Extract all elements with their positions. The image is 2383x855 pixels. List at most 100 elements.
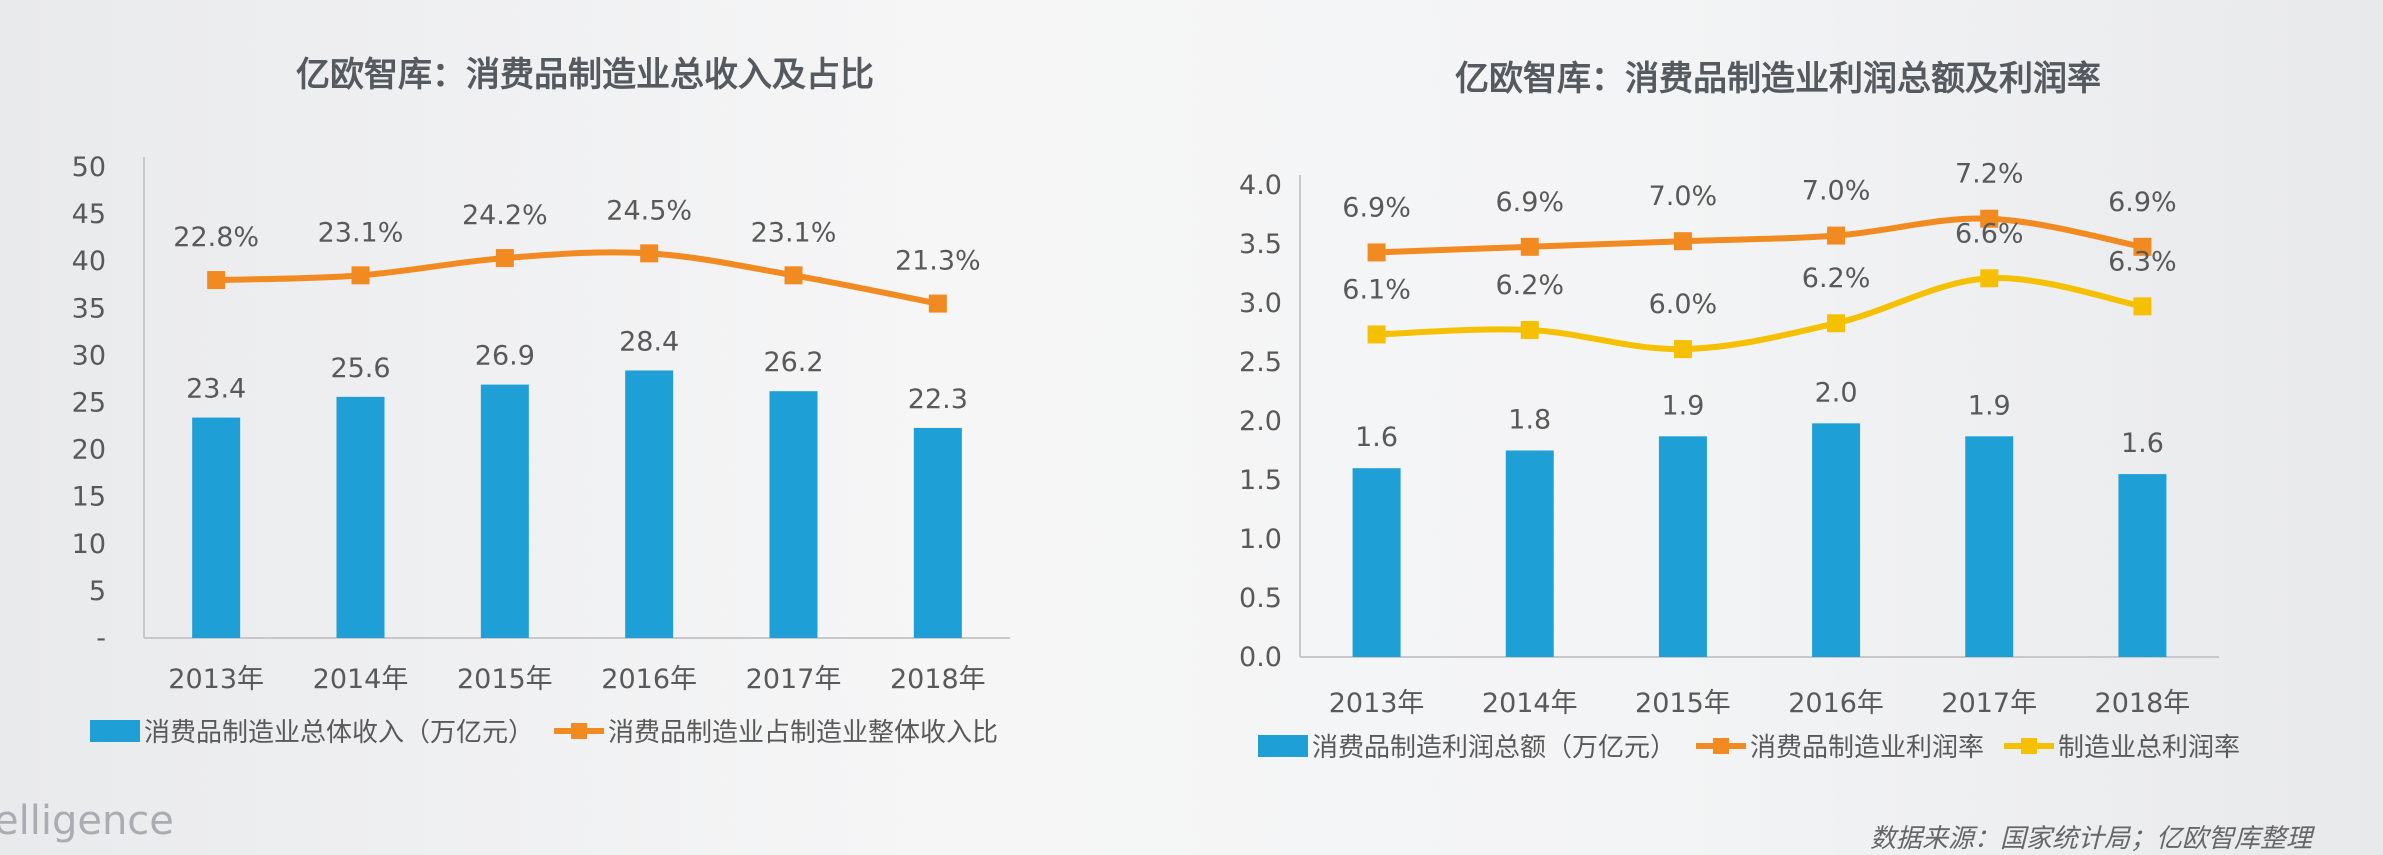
bar-data-label: 2.0 bbox=[1815, 377, 1858, 408]
bar-data-label: 1.9 bbox=[1661, 390, 1704, 421]
line-marker bbox=[351, 266, 370, 285]
y-tick-label: 30 bbox=[72, 340, 106, 371]
line-marker bbox=[495, 249, 514, 268]
y-tick-label: 5 bbox=[89, 576, 106, 607]
x-tick-label: 2018年 bbox=[2095, 688, 2191, 719]
x-tick-label: 2013年 bbox=[168, 664, 264, 695]
line-data-label: 6.9% bbox=[1495, 187, 1564, 218]
line-marker bbox=[1520, 320, 1539, 339]
line-marker bbox=[1673, 340, 1692, 359]
bar bbox=[1965, 436, 2014, 657]
y-tick-label: 1.5 bbox=[1239, 465, 1282, 496]
y-tick-label: 20 bbox=[72, 435, 106, 466]
y-tick-label: 0.5 bbox=[1239, 583, 1282, 614]
line-data-label: 7.0% bbox=[1802, 176, 1871, 207]
legend-label: 消费品制造业利润率 bbox=[1750, 733, 1984, 763]
line-marker bbox=[1367, 325, 1386, 344]
y-tick-label: 3.5 bbox=[1239, 229, 1282, 260]
line-data-label: 24.2% bbox=[462, 200, 548, 231]
line-data-label: 7.2% bbox=[1955, 159, 2024, 190]
chart1-title: 亿欧智库：消费品制造业总收入及占比 bbox=[296, 55, 874, 95]
bar-data-label: 25.6 bbox=[330, 353, 390, 384]
bar bbox=[1658, 436, 1707, 657]
bar-data-label: 26.2 bbox=[763, 347, 823, 378]
line-marker bbox=[1673, 232, 1692, 251]
y-tick-label: 15 bbox=[72, 482, 106, 513]
bar-data-label: 1.9 bbox=[1968, 390, 2011, 421]
line-data-label: 21.3% bbox=[895, 246, 981, 277]
bar bbox=[2118, 474, 2167, 657]
y-tick-label: 1.0 bbox=[1239, 524, 1282, 555]
y-tick-label: - bbox=[96, 623, 106, 654]
x-tick-label: 2015年 bbox=[1635, 688, 1731, 719]
line-series-1 bbox=[216, 249, 939, 307]
bar bbox=[1352, 468, 1401, 657]
y-tick-label: 50 bbox=[72, 152, 106, 183]
line-data-label: 24.5% bbox=[606, 195, 692, 226]
line-marker bbox=[1520, 237, 1539, 256]
brand-fragment: elligence bbox=[0, 798, 174, 844]
x-tick-label: 2016年 bbox=[601, 664, 697, 695]
y-tick-label: 0.0 bbox=[1239, 642, 1282, 673]
line-marker bbox=[2133, 297, 2152, 316]
bar-data-label: 23.4 bbox=[186, 374, 246, 405]
bar-data-label: 26.9 bbox=[475, 341, 535, 372]
y-tick-label: 2.0 bbox=[1239, 406, 1282, 437]
line-marker bbox=[1980, 209, 1999, 228]
legend-label: 消费品制造业总体收入（万亿元） bbox=[144, 718, 534, 748]
line-data-label: 6.3% bbox=[2108, 246, 2177, 277]
bar bbox=[336, 396, 385, 638]
bar bbox=[1505, 450, 1554, 657]
line-data-label: 6.9% bbox=[2108, 187, 2177, 218]
bar-data-label: 1.6 bbox=[2121, 428, 2164, 459]
bar bbox=[192, 417, 241, 638]
line-data-label: 6.9% bbox=[1342, 192, 1411, 223]
line-data-label: 6.2% bbox=[1495, 270, 1564, 301]
bar-data-label: 28.4 bbox=[619, 326, 679, 357]
y-tick-label: 35 bbox=[72, 293, 106, 324]
line-data-label: 23.1% bbox=[751, 217, 837, 248]
y-tick-label: 25 bbox=[72, 388, 106, 419]
x-tick-label: 2017年 bbox=[746, 664, 842, 695]
x-tick-label: 2014年 bbox=[313, 664, 409, 695]
y-tick-label: 10 bbox=[72, 529, 106, 560]
chart1: - 5 10 15 20 25 30 35 40 45 50 2013年 2014年 2015年 2016年… bbox=[72, 152, 1010, 748]
x-tick-label: 2015年 bbox=[457, 664, 553, 695]
legend-marker bbox=[2021, 738, 2038, 754]
line-marker bbox=[1367, 243, 1386, 262]
y-tick-label: 2.5 bbox=[1239, 347, 1282, 378]
line-marker bbox=[2133, 237, 2152, 256]
line-data-label: 7.0% bbox=[1649, 181, 1718, 212]
line-marker bbox=[640, 244, 659, 263]
legend-bar-swatch bbox=[90, 720, 140, 742]
legend-bar-swatch bbox=[1258, 735, 1308, 757]
bar bbox=[769, 391, 818, 638]
line-marker bbox=[1827, 314, 1846, 333]
legend-marker bbox=[571, 723, 588, 739]
line-marker bbox=[1827, 226, 1846, 245]
line-data-label: 6.1% bbox=[1342, 274, 1411, 305]
chart2-title: 亿欧智库：消费品制造业利润总额及利润率 bbox=[1455, 59, 2101, 99]
chart2: 0.0 0.5 1.0 1.5 2.0 2.5 3.0 3.5 4.0 2013年 2014年 201… bbox=[1239, 159, 2240, 763]
y-tick-label: 3.0 bbox=[1239, 288, 1282, 319]
legend-marker bbox=[1713, 738, 1730, 754]
bar-data-label: 1.6 bbox=[1355, 422, 1398, 453]
bar-data-label: 22.3 bbox=[908, 384, 968, 415]
legend-label: 消费品制造业占制造业整体收入比 bbox=[608, 718, 998, 748]
x-tick-label: 2016年 bbox=[1788, 688, 1884, 719]
line-data-label: 6.2% bbox=[1802, 263, 1871, 294]
x-tick-label: 2018年 bbox=[890, 664, 986, 695]
y-tick-label: 4.0 bbox=[1239, 170, 1282, 201]
line-series-1 bbox=[1376, 215, 2143, 256]
line-marker bbox=[207, 271, 226, 290]
line-data-label: 22.8% bbox=[173, 222, 259, 253]
source-note: 数据来源：国家统计局；亿欧智库整理 bbox=[1870, 824, 2313, 854]
bar-data-label: 1.8 bbox=[1508, 405, 1551, 436]
y-tick-label: 45 bbox=[72, 199, 106, 230]
legend-label: 消费品制造利润总额（万亿元） bbox=[1312, 733, 1676, 763]
bar bbox=[480, 384, 529, 638]
y-tick-label: 40 bbox=[72, 246, 106, 277]
x-tick-label: 2017年 bbox=[1941, 688, 2037, 719]
bar bbox=[913, 427, 962, 638]
